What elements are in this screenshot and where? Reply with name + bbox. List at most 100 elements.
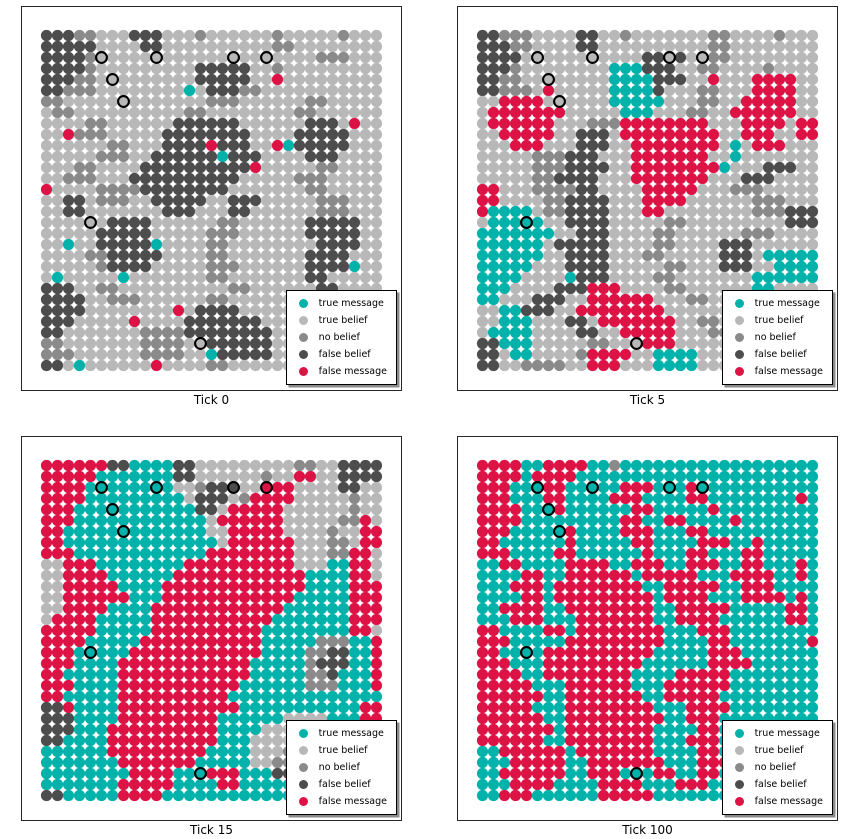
tracked-agent-ring	[696, 481, 709, 494]
legend-marker-icon	[734, 350, 744, 359]
legend-item: false message	[728, 793, 823, 810]
legend-marker-icon	[298, 350, 308, 359]
tracked-agent-ring	[696, 51, 709, 64]
legend-item-label: true belief	[318, 314, 368, 326]
legend: true message true belief no belief false be…	[721, 720, 833, 815]
legend-item-label: true message	[318, 297, 384, 309]
legend-item-label: no belief	[318, 761, 360, 773]
tracked-agent-ring	[542, 503, 555, 516]
legend-item: true belief	[292, 312, 387, 329]
tracked-agent-ring	[95, 481, 108, 494]
tracked-agent-ring	[542, 73, 555, 86]
legend-marker-icon	[298, 780, 308, 789]
legend-item-label: true message	[318, 727, 384, 739]
legend-item-label: false belief	[754, 348, 807, 360]
legend-item-label: false message	[754, 795, 823, 807]
legend-item-label: true belief	[318, 744, 368, 756]
legend-marker-icon	[298, 763, 308, 772]
legend: true message true belief no belief false be…	[721, 290, 833, 385]
legend-marker-icon	[298, 333, 308, 342]
agent-dot-grid-tick-15	[40, 459, 383, 802]
tracked-agent-ring	[630, 767, 643, 780]
legend-item: true belief	[292, 742, 387, 759]
tracked-agent-ring	[227, 51, 240, 64]
panel-tick-5: true message true belief no belief false be…	[457, 6, 838, 391]
legend-marker-icon	[734, 746, 744, 755]
legend-item: false belief	[292, 346, 387, 363]
tracked-agent-ring	[106, 503, 119, 516]
tracked-agent-ring	[150, 51, 163, 64]
legend-marker-icon	[298, 299, 308, 308]
subplot-title-tick-0: Tick 0	[193, 393, 230, 407]
legend-item: no belief	[292, 329, 387, 346]
tracked-agent-ring	[586, 51, 599, 64]
legend: true message true belief no belief false be…	[285, 290, 397, 385]
legend-item-label: no belief	[318, 331, 360, 343]
tracked-agent-ring	[194, 337, 207, 350]
tracked-agent-ring	[150, 481, 163, 494]
legend-item-label: true belief	[754, 314, 804, 326]
legend-item: true message	[292, 295, 387, 312]
legend-item: true belief	[728, 312, 823, 329]
legend-marker-icon	[734, 333, 744, 342]
legend-marker-icon	[734, 367, 744, 376]
tracked-agent-ring	[663, 481, 676, 494]
tracked-agent-ring	[117, 525, 130, 538]
legend-item: false message	[292, 793, 387, 810]
legend-item-label: false message	[318, 795, 387, 807]
legend-item: true message	[728, 295, 823, 312]
tracked-agent-ring	[84, 216, 97, 229]
legend-item: no belief	[728, 759, 823, 776]
tracked-agent-ring	[260, 481, 273, 494]
tracked-agent-ring	[227, 481, 240, 494]
legend-item: false belief	[728, 346, 823, 363]
legend-marker-icon	[734, 316, 744, 325]
legend-marker-icon	[298, 367, 308, 376]
legend-item-label: false message	[318, 365, 387, 377]
tracked-agent-ring	[520, 646, 533, 659]
legend-item: true message	[292, 725, 387, 742]
legend-marker-icon	[734, 729, 744, 738]
tracked-agent-ring	[520, 216, 533, 229]
legend-item: no belief	[292, 759, 387, 776]
legend-item: false message	[728, 363, 823, 380]
legend-item-label: true message	[754, 297, 820, 309]
legend-marker-icon	[298, 797, 308, 806]
tracked-agent-ring	[553, 95, 566, 108]
legend-marker-icon	[298, 316, 308, 325]
panel-tick-15: true message true belief no belief false be…	[21, 436, 402, 821]
tracked-agent-ring	[663, 51, 676, 64]
tracked-agent-ring	[630, 337, 643, 350]
tracked-agent-ring	[194, 767, 207, 780]
legend-item-label: false message	[754, 365, 823, 377]
legend-item: false belief	[728, 776, 823, 793]
subplot-title-tick-15: Tick 15	[190, 823, 233, 837]
tracked-agent-ring	[260, 51, 273, 64]
panel-tick-0: true message true belief no belief false be…	[21, 6, 402, 391]
panel-tick-100: true message true belief no belief false be…	[457, 436, 838, 821]
tracked-agent-ring	[586, 481, 599, 494]
legend-item-label: true message	[754, 727, 820, 739]
legend-item-label: false belief	[318, 778, 371, 790]
subplot-title-tick-100: Tick 100	[622, 823, 673, 837]
legend-item-label: no belief	[754, 331, 796, 343]
legend-item-label: true belief	[754, 744, 804, 756]
legend-item-label: no belief	[754, 761, 796, 773]
legend-item-label: false belief	[754, 778, 807, 790]
legend: true message true belief no belief false be…	[285, 720, 397, 815]
legend-marker-icon	[298, 746, 308, 755]
legend-item: true belief	[728, 742, 823, 759]
tracked-agent-ring	[84, 646, 97, 659]
legend-marker-icon	[734, 797, 744, 806]
tracked-agent-ring	[531, 481, 544, 494]
tracked-agent-ring	[95, 51, 108, 64]
legend-item-label: false belief	[318, 348, 371, 360]
legend-marker-icon	[734, 763, 744, 772]
tracked-agent-ring	[117, 95, 130, 108]
legend-item: false belief	[292, 776, 387, 793]
subplot-title-tick-5: Tick 5	[629, 393, 666, 407]
legend-item: no belief	[728, 329, 823, 346]
tracked-agent-ring	[531, 51, 544, 64]
legend-item: true message	[728, 725, 823, 742]
